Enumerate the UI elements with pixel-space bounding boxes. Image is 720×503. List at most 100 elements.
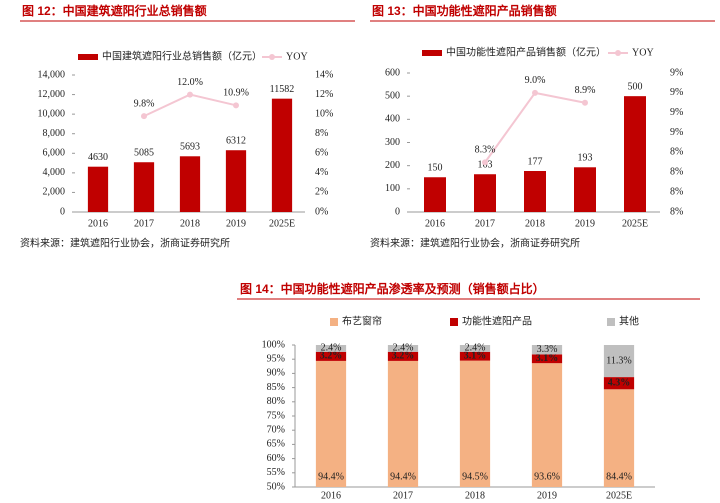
- source-note: 资料来源：建筑遮阳行业协会，浙商证券研究所: [20, 236, 230, 249]
- data-label: 84.4%: [606, 471, 632, 482]
- bar-segment: [459, 345, 491, 352]
- data-label: 8.9%: [575, 85, 596, 96]
- legend-swatch: [269, 54, 275, 60]
- x-tick-label: 2017: [393, 490, 413, 501]
- bar-segment: [531, 363, 563, 487]
- bar: [624, 96, 646, 212]
- line-marker: [187, 91, 193, 98]
- bar-segment: [387, 351, 419, 361]
- y-tick-label: 75%: [267, 410, 285, 421]
- legend-label: YOY: [286, 51, 308, 62]
- data-label: 3.1%: [536, 353, 559, 364]
- line-marker: [482, 159, 488, 166]
- x-tick-label: 2018: [465, 490, 485, 501]
- bar-segment: [315, 345, 347, 352]
- y-tick-label: 2,000: [43, 187, 66, 198]
- y-tick-label: 85%: [267, 382, 285, 393]
- y2-tick-label: 12%: [315, 89, 333, 100]
- y-tick-label: 12,000: [38, 89, 66, 100]
- data-label: 9.8%: [134, 98, 155, 109]
- legend-label: YOY: [632, 47, 654, 58]
- y-tick-label: 95%: [267, 353, 285, 364]
- y2-tick-label: 14%: [315, 69, 333, 80]
- x-tick-label: 2016: [88, 218, 108, 229]
- data-label: 3.2%: [320, 351, 343, 362]
- legend-swatch: [450, 318, 458, 326]
- x-tick-label: 2018: [525, 218, 545, 229]
- legend-label: 布艺窗帘: [342, 314, 382, 327]
- y-tick-label: 100: [385, 183, 400, 194]
- data-label: 11.3%: [606, 355, 631, 366]
- y2-tick-label: 4%: [315, 167, 328, 178]
- bar-segment: [459, 360, 491, 487]
- bar-segment: [531, 345, 563, 355]
- x-tick-label: 2019: [226, 218, 246, 229]
- y-tick-label: 60%: [267, 453, 285, 464]
- y-tick-label: 50%: [267, 481, 285, 492]
- data-label: 12.0%: [177, 77, 203, 88]
- data-label: 11582: [270, 84, 295, 95]
- y2-tick-label: 10%: [315, 108, 333, 119]
- data-label: 5693: [180, 142, 200, 153]
- y-tick-label: 200: [385, 160, 400, 171]
- y-tick-label: 0: [60, 206, 65, 217]
- y2-tick-label: 6%: [315, 148, 328, 159]
- legend-label: 中国建筑遮阳行业总销售额（亿元）: [102, 49, 262, 62]
- bar-segment: [459, 351, 491, 361]
- bar-segment: [315, 360, 347, 487]
- y-tick-label: 8,000: [43, 128, 66, 139]
- bar-segment: [387, 345, 419, 352]
- legend-label: 其他: [619, 314, 639, 327]
- y-tick-label: 400: [385, 114, 400, 125]
- x-tick-label: 2019: [537, 490, 557, 501]
- x-tick-label: 2017: [475, 218, 495, 229]
- data-label: 10.9%: [223, 88, 249, 99]
- line-marker: [233, 102, 239, 109]
- y2-tick-label: 2%: [315, 187, 328, 198]
- y-tick-label: 65%: [267, 439, 285, 450]
- y2-tick-label: 9%: [670, 127, 683, 138]
- data-label: 94.4%: [318, 471, 344, 482]
- y2-tick-label: 8%: [670, 167, 683, 178]
- data-label: 3.2%: [392, 351, 415, 362]
- bar-segment: [603, 345, 635, 378]
- bar-segment: [315, 351, 347, 361]
- legend-label: 功能性遮阳产品: [462, 314, 532, 327]
- y2-tick-label: 9%: [670, 67, 683, 78]
- y-tick-label: 100%: [262, 339, 285, 350]
- data-label: 500: [628, 81, 643, 92]
- data-label: 94.5%: [462, 471, 488, 482]
- bar: [87, 166, 109, 212]
- bar: [271, 98, 293, 212]
- data-label: 5085: [134, 148, 154, 159]
- legend-swatch: [78, 54, 98, 60]
- x-tick-label: 2025E: [622, 218, 648, 229]
- source-note: 资料来源：建筑遮阳行业协会，浙商证券研究所: [370, 236, 580, 249]
- bar-segment: [603, 389, 635, 487]
- bar: [424, 177, 446, 212]
- bar: [225, 150, 247, 212]
- y-tick-label: 0: [395, 206, 400, 217]
- data-label: 2.4%: [321, 343, 342, 354]
- data-label: 2.4%: [393, 343, 414, 354]
- bar-segment: [531, 354, 563, 364]
- bar: [179, 156, 201, 212]
- y-tick-label: 80%: [267, 396, 285, 407]
- legend-swatch: [422, 50, 442, 56]
- x-tick-label: 2025E: [606, 490, 632, 501]
- bar-segment: [603, 377, 635, 390]
- line: [484, 91, 586, 163]
- y-tick-label: 70%: [267, 424, 285, 435]
- data-label: 150: [428, 163, 443, 174]
- y2-tick-label: 8%: [315, 128, 328, 139]
- y2-tick-label: 9%: [670, 87, 683, 98]
- y-tick-label: 90%: [267, 368, 285, 379]
- legend-swatch: [615, 50, 621, 56]
- x-tick-label: 2025E: [269, 218, 295, 229]
- line-marker: [532, 89, 538, 96]
- y2-tick-label: 8%: [670, 147, 683, 158]
- y2-tick-label: 9%: [670, 107, 683, 118]
- data-label: 177: [528, 156, 543, 167]
- line-marker: [582, 99, 588, 106]
